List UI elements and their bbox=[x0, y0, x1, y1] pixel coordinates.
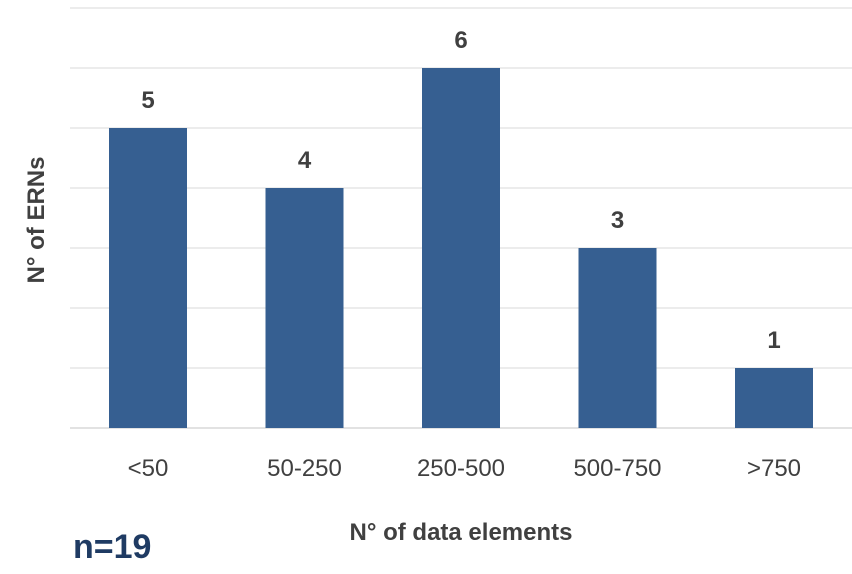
x-tick-label: 500-750 bbox=[573, 455, 661, 482]
bar bbox=[422, 68, 500, 428]
sample-size-label: n=19 bbox=[73, 528, 152, 566]
x-tick-label: <50 bbox=[128, 455, 169, 482]
bar bbox=[578, 248, 657, 428]
data-label: 6 bbox=[454, 27, 467, 54]
bars bbox=[109, 68, 813, 428]
bar bbox=[109, 128, 187, 428]
x-tick-label: 250-500 bbox=[417, 455, 505, 482]
data-label: 4 bbox=[298, 147, 312, 174]
x-tick-label: >750 bbox=[747, 455, 801, 482]
x-axis-title: N° of data elements bbox=[350, 519, 573, 546]
data-label: 5 bbox=[141, 87, 154, 114]
y-axis-title: N° of ERNs bbox=[23, 157, 50, 284]
bar bbox=[265, 188, 344, 428]
x-tick-label: 50-250 bbox=[267, 455, 342, 482]
x-tick-labels: <50 50-250 250-500 500-750 >750 bbox=[128, 455, 801, 482]
data-labels: 5 4 6 3 1 bbox=[141, 27, 780, 354]
data-label: 3 bbox=[611, 207, 624, 234]
data-label: 1 bbox=[767, 327, 780, 354]
bar bbox=[735, 368, 813, 428]
